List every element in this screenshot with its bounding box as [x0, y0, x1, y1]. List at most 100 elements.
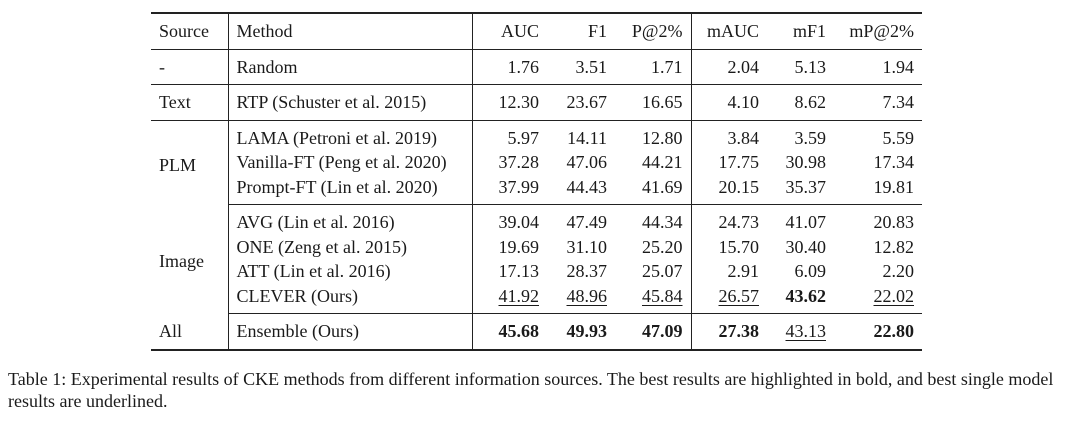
value-cell: 25.07 [615, 259, 692, 284]
value-text: 19.81 [873, 176, 915, 197]
table-row: All Ensemble (Ours) 45.68 49.93 47.09 27.38 43… [151, 313, 922, 351]
value-text: 5.59 [882, 127, 915, 148]
value-text: 22.80 [873, 321, 915, 341]
header-mauc: mAUC [691, 12, 767, 50]
value-cell: 20.83 [834, 205, 922, 235]
value-cell: 1.76 [472, 49, 547, 85]
value-text: 41.07 [785, 212, 827, 232]
value-cell: 17.75 [691, 150, 767, 175]
header-auc: AUC [472, 12, 547, 50]
value-text: 5.97 [507, 127, 540, 148]
value-cell: 3.59 [767, 120, 834, 150]
value-text: 44.34 [642, 212, 683, 232]
value-text: 14.11 [567, 127, 607, 148]
value-text: 3.59 [794, 127, 827, 148]
value-cell: 39.04 [472, 205, 547, 235]
value-cell: 31.10 [547, 235, 615, 260]
value-cell: 5.97 [472, 120, 547, 150]
table-row: ATT (Lin et al. 2016) 17.13 28.37 25.07 2.91… [151, 259, 922, 284]
value-text: 7.34 [882, 92, 915, 112]
value-text: 2.20 [882, 261, 915, 281]
value-text: 5.13 [794, 56, 827, 77]
value-text: 45.68 [498, 321, 540, 341]
value-text: 6.09 [794, 261, 827, 281]
value-cell: 24.73 [691, 205, 767, 235]
value-text: 45.84 [642, 285, 683, 306]
method-cell: LAMA (Petroni et al. 2019) [228, 120, 473, 150]
value-text: 37.28 [498, 152, 540, 172]
value-cell: 17.13 [472, 259, 547, 284]
value-cell: 47.06 [547, 150, 615, 175]
method-cell: Ensemble (Ours) [228, 313, 473, 351]
value-text: 20.83 [873, 212, 915, 232]
value-cell: 2.91 [691, 259, 767, 284]
value-cell: 43.62 [767, 283, 834, 314]
value-text: 12.30 [498, 92, 540, 112]
method-cell: CLEVER (Ours) [228, 283, 473, 314]
value-cell: 37.99 [472, 174, 547, 205]
value-text: 26.57 [718, 285, 760, 306]
value-cell: 44.21 [615, 150, 692, 175]
value-cell: 47.49 [547, 205, 615, 235]
value-cell: 7.34 [834, 84, 922, 121]
value-text: 41.92 [498, 285, 540, 306]
value-text: 44.21 [642, 152, 683, 172]
value-cell: 6.09 [767, 259, 834, 284]
value-text: 3.51 [575, 56, 608, 77]
value-cell: 44.43 [547, 174, 615, 205]
value-text: 19.69 [498, 236, 540, 257]
value-cell: 16.65 [615, 84, 692, 121]
value-text: 12.82 [873, 236, 915, 257]
value-cell: 20.15 [691, 174, 767, 205]
table-row: PLM LAMA (Petroni et al. 2019) 5.97 14.11 12… [151, 120, 922, 205]
value-cell: 43.13 [767, 313, 834, 351]
value-text: 23.67 [566, 92, 608, 112]
source-cell: All [151, 313, 229, 351]
value-cell: 3.84 [691, 120, 767, 150]
value-cell: 3.51 [547, 49, 615, 85]
value-text: 27.38 [718, 321, 760, 341]
value-cell: 2.20 [834, 259, 922, 284]
value-text: 1.71 [651, 56, 683, 77]
header-row: Source Method AUC F1 P@2% mAUC mF1 mP@2% [151, 12, 922, 50]
table-row: Text RTP (Schuster et al. 2015) 12.30 23.67… [151, 84, 922, 121]
value-cell: 22.80 [834, 313, 922, 351]
value-text: 17.13 [498, 261, 540, 281]
value-cell: 37.28 [472, 150, 547, 175]
method-cell: AVG (Lin et al. 2016) [228, 204, 473, 235]
value-cell: 26.57 [691, 283, 767, 314]
source-cell: PLM [151, 120, 229, 205]
method-cell: RTP (Schuster et al. 2015) [228, 84, 473, 121]
value-cell: 8.62 [767, 84, 834, 121]
value-cell: 2.04 [691, 49, 767, 85]
table-body: Source Method AUC F1 P@2% mAUC mF1 mP@2%… [151, 12, 922, 351]
value-cell: 1.71 [615, 49, 692, 85]
value-cell: 15.70 [691, 235, 767, 260]
value-text: 16.65 [642, 92, 683, 112]
value-text: 17.75 [718, 152, 760, 172]
method-cell: ONE (Zeng et al. 2015) [228, 234, 473, 259]
value-text: 4.10 [727, 92, 760, 112]
value-text: 31.10 [566, 236, 608, 257]
value-text: 24.73 [718, 212, 760, 232]
value-cell: 23.67 [547, 84, 615, 121]
value-cell: 25.20 [615, 234, 692, 259]
value-cell: 14.11 [547, 120, 615, 150]
value-text: 2.04 [727, 56, 760, 77]
value-text: 15.70 [718, 236, 760, 257]
value-text: 28.37 [566, 261, 608, 281]
value-text: 41.69 [642, 176, 683, 197]
table-caption: Table 1: Experimental results of CKE met… [8, 369, 1054, 411]
header-p2: P@2% [615, 12, 692, 50]
value-cell: 1.94 [834, 49, 922, 85]
source-cell: Image [151, 204, 229, 314]
table-row: Prompt-FT (Lin et al. 2020) 37.99 44.43 41.… [151, 174, 922, 205]
value-text: 35.37 [785, 176, 827, 197]
table-row: Image AVG (Lin et al. 2016) 39.04 47.49 44.3… [151, 204, 922, 314]
value-text: 1.94 [882, 56, 915, 77]
value-text: 3.84 [727, 127, 760, 148]
value-text: 8.62 [794, 92, 827, 112]
value-text: 44.43 [566, 176, 608, 197]
value-text: 43.13 [785, 321, 827, 341]
value-cell: 47.09 [615, 313, 692, 351]
